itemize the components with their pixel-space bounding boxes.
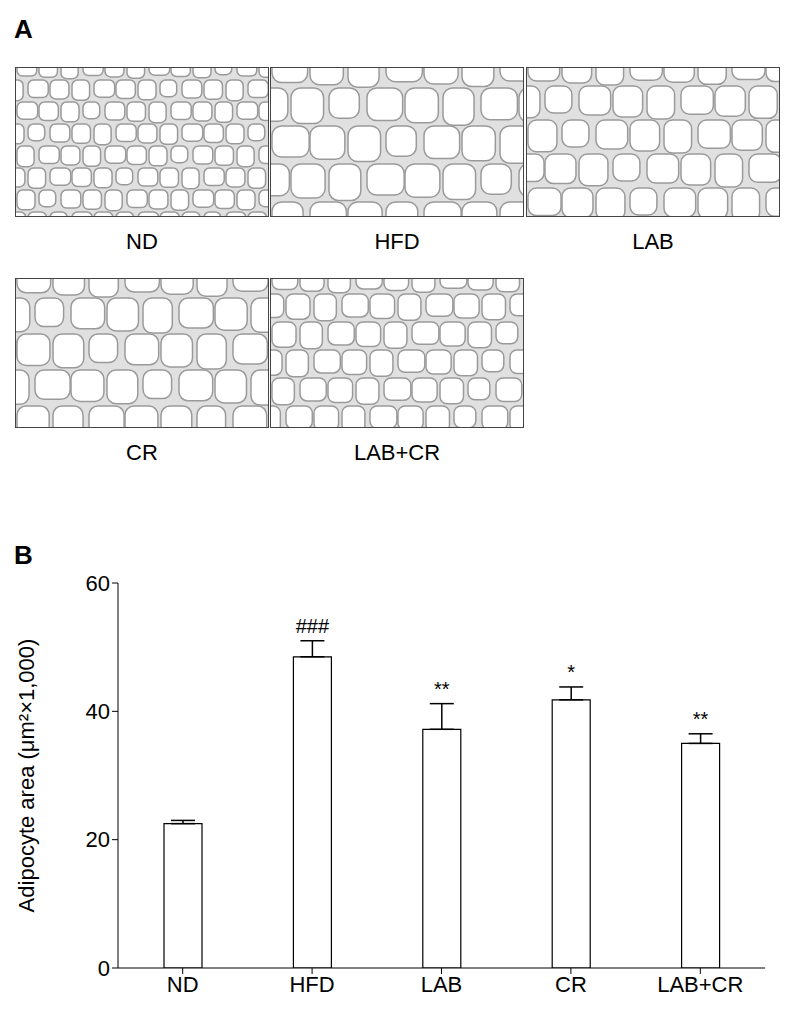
svg-text:**: **: [693, 708, 709, 730]
svg-text:40: 40: [86, 699, 110, 724]
html-text:CR: CR: [126, 440, 158, 465]
html-text:B: B: [14, 540, 33, 570]
svg-text:LAB: LAB: [421, 972, 463, 997]
svg-text:Adipocyte area (μm²×1,000): Adipocyte area (μm²×1,000): [14, 639, 39, 913]
svg-text:HFD: HFD: [289, 972, 334, 997]
html-text:LAB: LAB: [632, 229, 674, 254]
svg-text:**: **: [434, 678, 450, 700]
svg-text:CR: CR: [555, 972, 587, 997]
html-text:HFD: HFD: [374, 229, 420, 254]
svg-text:###: ###: [296, 615, 330, 637]
svg-text:*: *: [567, 661, 575, 683]
html-text:ND: ND: [126, 229, 158, 254]
svg-text:0: 0: [98, 956, 110, 981]
svg-text:ND: ND: [167, 972, 199, 997]
svg-text:60: 60: [86, 571, 110, 596]
svg-text:20: 20: [86, 827, 110, 852]
html-text:LAB+CR: LAB+CR: [353, 440, 441, 465]
svg-text:LAB+CR: LAB+CR: [657, 972, 743, 997]
html-text:A: A: [14, 14, 33, 44]
